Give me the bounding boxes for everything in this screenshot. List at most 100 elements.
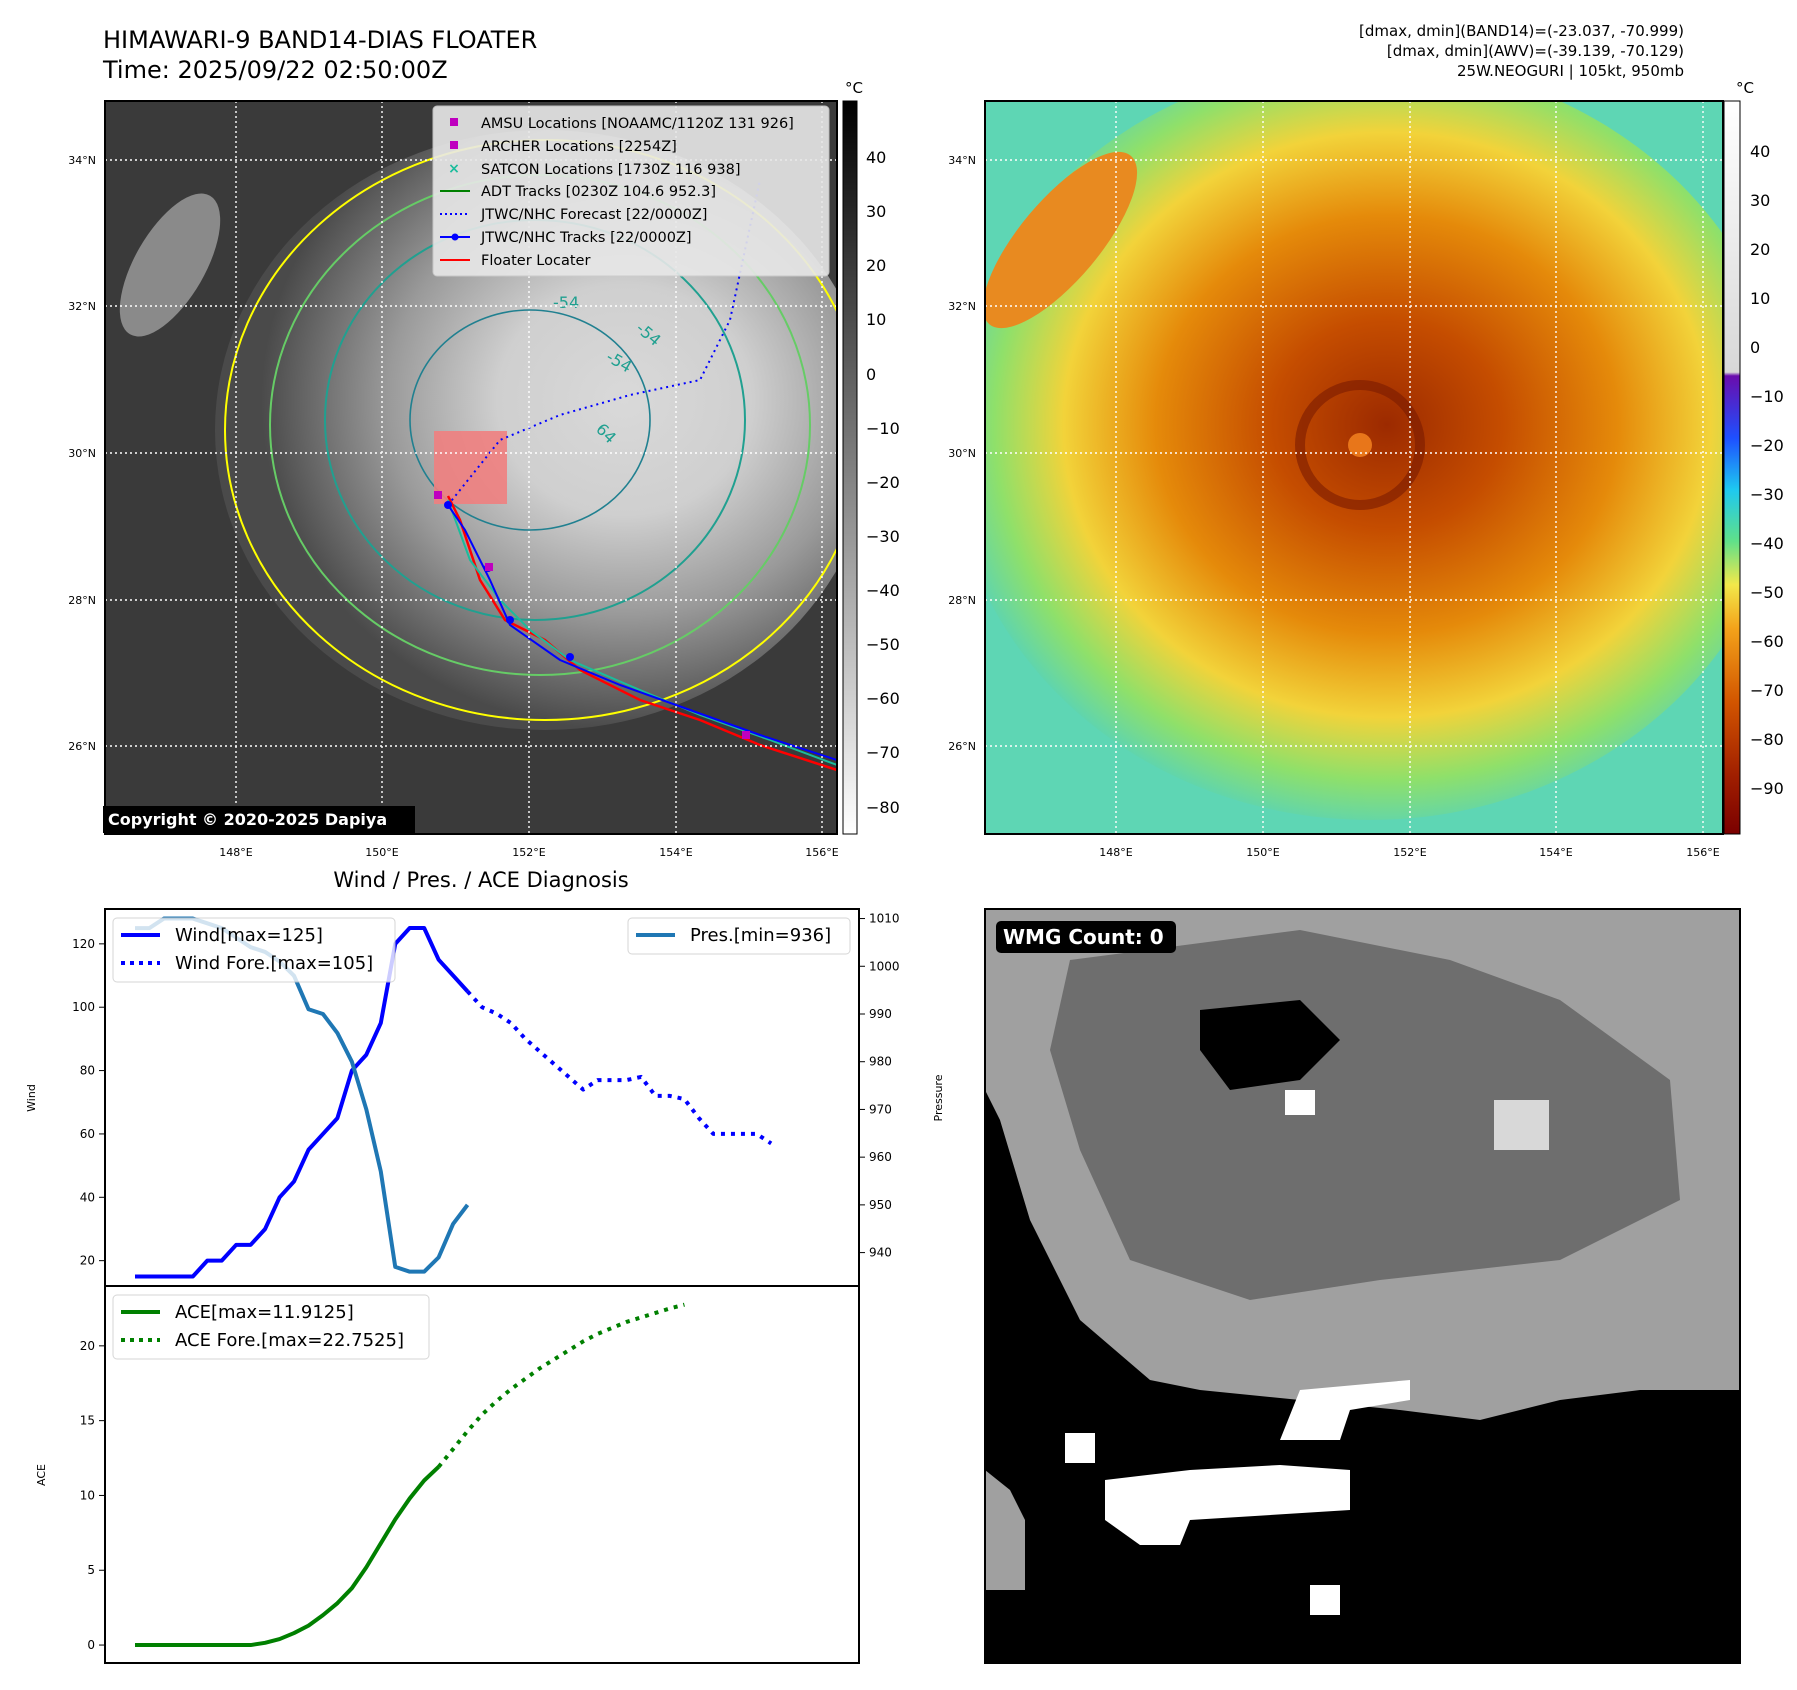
ir-legend: AMSU Locations [NOAAMC/1120Z 131 926] AR… [432,105,830,277]
ace-tick-label: 5 [87,1563,95,1577]
ir-cb-tick: 40 [866,148,886,167]
pressure-tick-label: 950 [869,1198,892,1212]
track-point [444,501,452,509]
awv-cb-tick: −10 [1750,387,1784,406]
awv-gridlines [985,101,1723,834]
pressure-tick-label: 1010 [869,912,900,926]
wmg-field-dark [1200,1000,1340,1090]
ace-tick-label: 10 [80,1488,95,1502]
ir-cloud-mass [215,130,837,730]
wmg-field-light [985,1470,1025,1590]
copyright-box [103,806,415,833]
meta-storm: 25W.NEOGURI | 105kt, 950mb [1456,62,1684,80]
wmg-count-box [996,921,1176,953]
meta-band14: [dmax, dmin](BAND14)=(-23.037, -70.999) [1359,22,1684,40]
awv-cb-tick: 10 [1750,289,1770,308]
awv-lat-label: 26°N [948,740,976,753]
legend-forecast: JTWC/NHC Forecast [22/0000Z] [480,207,707,223]
wind-pressure-chart: Wind / Pres. / ACE Diagnosis Wind Pressu… [25,868,945,1287]
awv-cb-tick: 0 [1750,338,1760,357]
ir-colorbar-unit: °C [845,79,863,97]
ace-legend-box [112,1294,430,1360]
wind-fore-legend-label: Wind Fore.[max=105] [175,953,373,974]
ir-cb-tick: −50 [866,635,900,654]
archer-legend-icon [450,141,458,149]
figure-time: Time: 2025/09/22 02:50:00Z [103,56,448,84]
wind-tick-label: 60 [80,1127,95,1141]
ir-cb-tick: −20 [866,473,900,492]
awv-lon-label: 148°E [1099,846,1132,859]
awv-cb-tick: −50 [1750,583,1784,602]
awv-cb-tick: −60 [1750,632,1784,651]
awv-storm [985,101,1723,820]
ir-cb-tick: 10 [866,310,886,329]
track-point [566,653,574,661]
awv-cb-tick: −80 [1750,730,1784,749]
wind-tick-label: 20 [80,1254,95,1268]
ir-lat-label: 34°N [68,154,96,167]
awv-colorbar [1723,100,1741,835]
ace-chart: ACE 0 5 10 15 20 ACE[max=11.9125] ACE Fore.[… [35,1285,860,1664]
legend-tracks: JTWC/NHC Tracks [22/0000Z] [480,230,692,246]
ir-lat-label: 30°N [68,447,96,460]
wind-tick-label: 80 [80,1064,95,1078]
ir-cb-tick: 20 [866,256,886,275]
ace-fore-legend-label: ACE Fore.[max=22.7525] [175,1330,404,1351]
awv-cb-tick: −30 [1750,485,1784,504]
ace-legend-label: ACE[max=11.9125] [175,1302,354,1323]
contour-inner [409,309,651,531]
ace-tick-label: 20 [80,1339,95,1353]
awv-lon-label: 154°E [1539,846,1572,859]
ir-lat-label: 32°N [68,300,96,313]
ace-series [135,1465,440,1648]
archer-marker [485,563,493,571]
ir-lon-label: 154°E [659,846,692,859]
legend-adt: ADT Tracks [0230Z 104.6 952.3] [481,184,716,200]
awv-cb-tick: 30 [1750,191,1770,210]
ace-tick-label: 0 [87,1638,95,1652]
ir-cloud-band [119,193,221,337]
awv-lon-label: 150°E [1246,846,1279,859]
wind-forecast-series [466,990,773,1146]
pressure-tick-label: 1000 [869,959,900,973]
wmg-field-white [1310,1585,1340,1615]
tracks-legend-dot [451,233,459,241]
awv-cb-tick: 40 [1750,142,1770,161]
ir-axis-labels: 34°N 32°N 30°N 28°N 26°N 148°E 150°E 152… [68,154,839,859]
pressure-tick-label: 940 [869,1246,892,1260]
pressure-tick-label: 970 [869,1102,892,1116]
ir-cb-tick: −40 [866,581,900,600]
wind-legend-label: Wind[max=125] [175,925,323,946]
legend-archer: ARCHER Locations [2254Z] [481,139,677,155]
meta-awv: [dmax, dmin](AWV)=(-39.139, -70.129) [1386,42,1684,60]
ir-lon-label: 152°E [512,846,545,859]
ir-cb-tick: 0 [866,365,876,384]
wmg-field-white [1065,1433,1095,1463]
awv-band [985,151,1138,329]
pressure-axis-label: Pressure [932,1074,945,1121]
ir-cb-tick: 30 [866,202,886,221]
contour-label: -54 [553,293,579,312]
amsu-marker [742,731,750,739]
ir-cb-tick: −70 [866,743,900,762]
ir-cb-tick: −80 [866,798,900,817]
legend-satcon: SATCON Locations [1730Z 116 938] [481,162,740,178]
wmg-field-white [1280,1380,1410,1440]
pressure-legend-box [627,917,851,955]
ir-panel: -54 -54 -54 64 AM [68,79,900,859]
legend-amsu: AMSU Locations [NOAAMC/1120Z 131 926] [481,116,794,132]
figure-title: HIMAWARI-9 BAND14-DIAS FLOATER [103,26,538,54]
awv-colorbar-ticks: 40 30 20 10 0 −10 −20 −30 −40 −50 −60 −7… [1750,142,1784,798]
amsu-marker [434,491,442,499]
awv-lat-label: 34°N [948,154,976,167]
jtwc-track [447,504,837,761]
pressure-tick-label: 990 [869,1007,892,1021]
wind-series [135,926,470,1279]
awv-lat-label: 32°N [948,300,976,313]
satcon-x-icon: × [448,161,460,177]
ir-lon-label: 156°E [805,846,838,859]
pressure-tick-label: 980 [869,1055,892,1069]
ir-colorbar-ticks: 40 30 20 10 0 −10 −20 −30 −40 −50 −60 −7… [866,148,900,817]
awv-eyewall [1295,380,1425,510]
ir-frame [104,100,838,835]
